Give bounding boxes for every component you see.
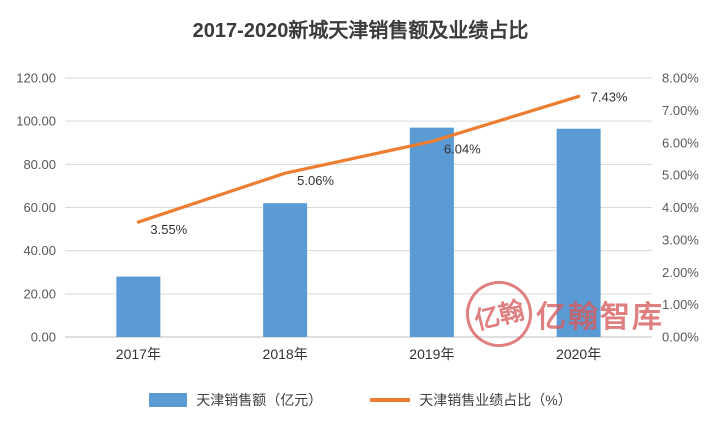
bar-2019年 (409, 127, 454, 338)
legend-label-sales: 天津销售额（亿元） (196, 392, 323, 408)
left-axis-tick-label: 0.00 (31, 330, 56, 345)
bar-2020年 (556, 128, 601, 337)
legend-item-sales-bar: 天津销售额（亿元） (149, 390, 322, 410)
left-axis-tick-label: 20.00 (23, 286, 56, 301)
left-axis-tick-label: 60.00 (23, 200, 56, 215)
line-series-swatch-icon (370, 398, 411, 402)
right-axis-tick-label: 0.00% (662, 330, 699, 345)
right-axis-tick-label: 5.00% (662, 168, 699, 183)
left-axis-tick-label: 80.00 (23, 157, 56, 172)
right-axis-tick-label: 1.00% (662, 297, 699, 312)
right-axis-tick-label: 8.00% (662, 71, 699, 86)
line-data-label: 5.06% (297, 173, 334, 188)
share-line (136, 94, 581, 224)
line-data-label: 7.43% (591, 89, 628, 104)
right-axis-tick-label: 7.00% (662, 103, 699, 118)
line-data-label: 3.55% (150, 222, 187, 237)
legend-item-share-line: 天津销售业绩占比（%） (370, 390, 572, 410)
left-axis-tick-label: 40.00 (23, 243, 56, 258)
right-axis-tick-label: 6.00% (662, 135, 699, 150)
x-axis-category-label: 2017年 (116, 346, 161, 362)
right-axis-tick-label: 3.00% (662, 232, 699, 247)
left-axis-tick-label: 120.00 (16, 71, 56, 86)
x-axis-category-label: 2019年 (409, 346, 454, 362)
right-axis-tick-label: 2.00% (662, 265, 699, 280)
bar-2018年 (263, 203, 308, 337)
bar-series-swatch-icon (149, 393, 188, 407)
left-axis-tick-label: 100.00 (16, 114, 56, 129)
line-data-label: 6.04% (444, 141, 481, 156)
chart-title: 2017-2020新城天津销售额及业绩占比 (192, 20, 529, 42)
right-axis-tick-label: 4.00% (662, 200, 699, 215)
x-axis-category-label: 2018年 (263, 346, 308, 362)
x-axis-category-label: 2020年 (556, 346, 601, 362)
chart-legend: 天津销售额（亿元） 天津销售业绩占比（%） (0, 390, 721, 410)
bar-2017年 (116, 276, 161, 337)
legend-label-share: 天津销售业绩占比（%） (419, 392, 572, 408)
